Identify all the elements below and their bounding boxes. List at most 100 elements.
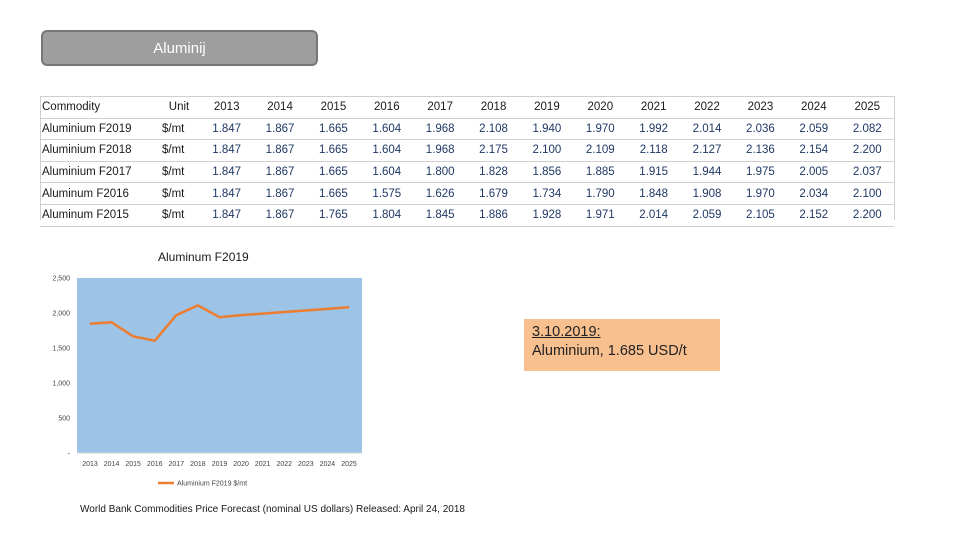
price-cell: 1.575 <box>360 182 414 205</box>
x-tick-label: 2013 <box>82 461 98 468</box>
plot-area <box>77 278 362 453</box>
price-cell: 1.604 <box>360 139 414 162</box>
unit-cell: $/mt <box>158 139 200 162</box>
note-price: Aluminium, 1.685 USD/t <box>532 343 687 359</box>
note-date: 3.10.2019: <box>532 324 601 340</box>
y-tick-label: 2,000 <box>52 311 70 318</box>
price-cell: 1.867 <box>253 161 307 184</box>
x-tick-label: 2023 <box>298 461 314 468</box>
price-cell: 2.100 <box>840 182 894 205</box>
table-body: Aluminium F2019 $/mt 1.847 1.867 1.665 1.604 1… <box>40 118 894 227</box>
commodity-cell: Aluminium F2019 <box>40 118 158 141</box>
column-header: 2015 <box>306 96 361 119</box>
column-header: 2020 <box>573 96 627 119</box>
column-header: Unit <box>158 96 200 119</box>
price-cell: 1.867 <box>253 204 307 227</box>
table-row: Aluminium F2017 $/mt 1.847 1.867 1.665 1.604 1… <box>40 161 894 184</box>
price-cell: 1.968 <box>413 139 467 162</box>
x-tick-label: 2016 <box>147 461 163 468</box>
price-cell: 2.082 <box>840 118 894 141</box>
column-header: 2016 <box>360 96 414 119</box>
price-cell: 2.200 <box>840 204 894 227</box>
price-cell: 2.005 <box>787 161 841 184</box>
unit-cell: $/mt <box>158 118 200 141</box>
price-cell: 1.992 <box>627 118 681 141</box>
price-cell: 2.109 <box>573 139 627 162</box>
column-header: 2017 <box>413 96 467 119</box>
x-tick-label: 2020 <box>233 461 249 468</box>
column-header: 2021 <box>627 96 681 119</box>
price-cell: 1.665 <box>306 182 361 205</box>
unit-cell: $/mt <box>158 204 200 227</box>
y-tick-label: 2,500 <box>52 276 70 283</box>
y-tick-label: - <box>68 451 71 458</box>
price-cell: 1.665 <box>306 161 361 184</box>
price-cell: 1.626 <box>413 182 467 205</box>
price-cell: 1.970 <box>573 118 627 141</box>
price-line-chart: - 500 1,000 1,500 2,000 2,500 2013 2014 2015 2016… <box>52 276 362 488</box>
commodity-cell: Aluminium F2017 <box>40 161 158 184</box>
x-tick-label: 2024 <box>320 461 336 468</box>
table-row: Aluminium F2018 $/mt 1.847 1.867 1.665 1.604 1… <box>40 139 894 162</box>
x-tick-label: 2018 <box>190 461 206 468</box>
price-cell: 1.604 <box>360 161 414 184</box>
price-cell: 1.975 <box>733 161 788 184</box>
commodity-cell: Aluminum F2015 <box>40 204 158 227</box>
price-cell: 2.175 <box>466 139 521 162</box>
price-cell: 1.885 <box>573 161 627 184</box>
legend-label: Aluminium F2019 $/mt <box>177 481 247 488</box>
price-cell: 1.604 <box>360 118 414 141</box>
price-cell: 1.734 <box>520 182 574 205</box>
price-cell: 1.847 <box>200 139 254 162</box>
x-tick-label: 2025 <box>341 461 357 468</box>
price-cell: 1.940 <box>520 118 574 141</box>
price-cell: 1.800 <box>413 161 467 184</box>
price-cell: 2.037 <box>840 161 894 184</box>
price-cell: 1.828 <box>466 161 521 184</box>
column-header: 2018 <box>466 96 521 119</box>
commodity-cell: Aluminum F2016 <box>40 182 158 205</box>
price-cell: 2.014 <box>627 204 681 227</box>
x-tick-label: 2019 <box>212 461 228 468</box>
column-header: 2014 <box>253 96 307 119</box>
price-note: 3.10.2019: Aluminium, 1.685 USD/t <box>524 319 720 371</box>
price-table: Commodity Unit 2013 2014 2015 2016 2017 2018 201… <box>40 96 894 227</box>
table-left-border <box>40 96 41 220</box>
x-tick-label: 2015 <box>125 461 141 468</box>
price-cell: 2.059 <box>680 204 734 227</box>
price-cell: 2.108 <box>466 118 521 141</box>
y-tick-label: 1,500 <box>52 346 70 353</box>
table-header-row: Commodity Unit 2013 2014 2015 2016 2017 2018 201… <box>40 96 894 119</box>
x-tick-label: 2017 <box>169 461 185 468</box>
price-cell: 1.886 <box>466 204 521 227</box>
unit-cell: $/mt <box>158 182 200 205</box>
price-cell: 1.970 <box>733 182 788 205</box>
price-cell: 1.848 <box>627 182 681 205</box>
price-cell: 1.790 <box>573 182 627 205</box>
price-cell: 1.944 <box>680 161 734 184</box>
source-caption: World Bank Commodities Price Forecast (n… <box>80 504 465 515</box>
y-tick-label: 500 <box>58 416 70 423</box>
price-cell: 1.847 <box>200 161 254 184</box>
table-row: Aluminum F2016 $/mt 1.847 1.867 1.665 1.575 1.… <box>40 182 894 205</box>
price-cell: 1.867 <box>253 139 307 162</box>
price-cell: 1.867 <box>253 182 307 205</box>
price-cell: 2.034 <box>787 182 841 205</box>
column-header: 2025 <box>840 96 894 119</box>
x-tick-label: 2021 <box>255 461 271 468</box>
table-right-border <box>894 96 895 220</box>
chart-title: Aluminum F2019 <box>158 250 249 264</box>
price-cell: 1.908 <box>680 182 734 205</box>
column-header: 2013 <box>200 96 254 119</box>
column-header: Commodity <box>40 96 158 119</box>
price-cell: 1.856 <box>520 161 574 184</box>
x-tick-label: 2014 <box>104 461 120 468</box>
price-cell: 2.059 <box>787 118 841 141</box>
table-row: Aluminum F2015 $/mt 1.847 1.867 1.765 1.804 1.… <box>40 204 894 227</box>
price-cell: 2.118 <box>627 139 681 162</box>
column-header: 2022 <box>680 96 734 119</box>
price-cell: 2.154 <box>787 139 841 162</box>
column-header: 2023 <box>733 96 788 119</box>
x-tick-label: 2022 <box>276 461 292 468</box>
slide-title: Aluminij <box>41 30 318 66</box>
